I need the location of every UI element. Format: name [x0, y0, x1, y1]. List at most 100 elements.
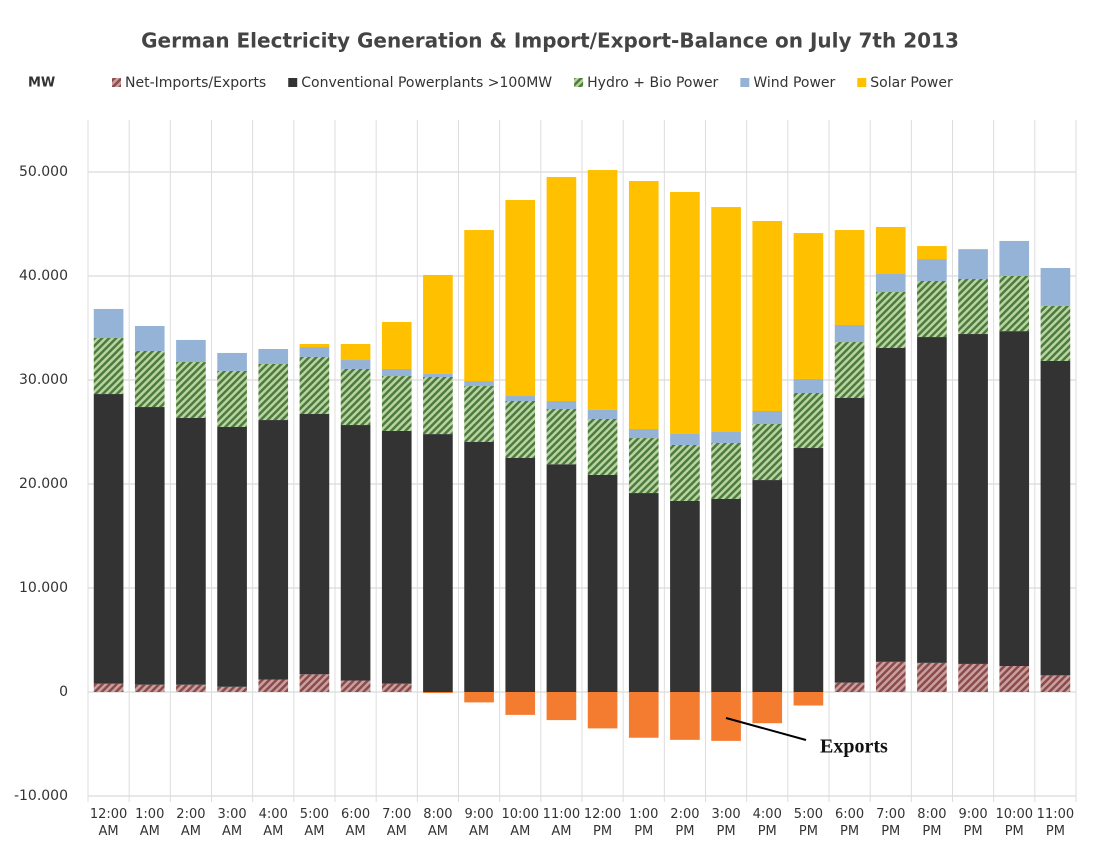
- x-tick-label: 12:00 AM: [89, 807, 128, 839]
- bar-segment: [587, 419, 618, 475]
- bar-segment: [917, 280, 947, 338]
- bar-segment: [464, 441, 494, 692]
- bar-segment: [958, 279, 988, 335]
- bar-segment: [958, 334, 988, 664]
- bar-segment: [505, 401, 536, 458]
- bar-segment: [875, 292, 906, 348]
- legend-swatch: [288, 78, 298, 87]
- bar-segment: [628, 181, 659, 429]
- x-tick-label: 11:00 AM: [542, 807, 581, 839]
- bar-segment: [258, 363, 289, 421]
- bar-segment: [176, 339, 206, 363]
- legend-swatch: [112, 78, 121, 87]
- bar-segment: [670, 692, 700, 740]
- bar-segment: [340, 368, 371, 426]
- bar-segment: [505, 458, 536, 692]
- chart-title: German Electricity Generation & Import/E…: [141, 29, 959, 53]
- bar-segment: [628, 493, 659, 692]
- x-tick-label: 1:00 PM: [629, 807, 659, 839]
- x-tick-label: 10:00 PM: [995, 807, 1033, 839]
- bar-segment: [752, 480, 783, 692]
- x-tick-label: 5:00 PM: [793, 807, 823, 839]
- bar-segment: [917, 246, 947, 260]
- bar-segment: [999, 276, 1030, 332]
- bar-segment: [917, 259, 947, 281]
- x-tick-label: 11:00 PM: [1036, 807, 1075, 839]
- bar-segment: [340, 360, 371, 369]
- bar-segment: [958, 248, 988, 250]
- bar-segment: [587, 692, 618, 729]
- bar-segment: [752, 220, 783, 411]
- bar-segment: [464, 386, 494, 442]
- bar-segment: [999, 666, 1030, 692]
- bar-segment: [505, 199, 536, 397]
- bar-segment: [423, 376, 453, 435]
- bar-segment: [793, 378, 824, 393]
- legend-label: Conventional Powerplants >100MW: [301, 75, 552, 91]
- bar-segment: [299, 674, 330, 692]
- legend-swatch: [857, 78, 867, 87]
- bar-segment: [464, 230, 494, 382]
- bar-segment: [93, 394, 124, 684]
- bar-segment: [381, 430, 412, 684]
- bar-segment: [505, 396, 536, 402]
- bar-segment: [340, 425, 371, 681]
- bar-segment: [834, 324, 865, 343]
- bar-segment: [340, 344, 371, 361]
- bar-segment: [258, 349, 289, 364]
- bar-segment: [752, 692, 783, 724]
- bar-segment: [423, 373, 453, 377]
- bar-segment: [217, 352, 247, 371]
- y-axis-label: MW: [28, 76, 55, 91]
- bar-segment: [628, 438, 659, 494]
- x-tick-label: 10:00 AM: [501, 807, 539, 839]
- legend-swatch: [574, 78, 584, 87]
- bar-segment: [1040, 305, 1071, 361]
- bar-segment: [752, 423, 783, 481]
- bar-segment: [505, 692, 536, 715]
- bar-segment: [793, 692, 824, 706]
- bar-segment: [340, 680, 371, 692]
- bar-segment: [546, 409, 577, 465]
- bar-segment: [93, 683, 124, 692]
- x-tick-label: 4:00 AM: [258, 807, 288, 839]
- bar-segment: [711, 443, 741, 499]
- x-tick-label: 12:00 PM: [583, 807, 622, 839]
- bar-segment: [834, 397, 865, 683]
- bar-segment: [711, 207, 741, 432]
- x-tick-label: 2:00 AM: [176, 807, 206, 839]
- bar-segment: [93, 337, 124, 395]
- x-tick-label: 5:00 AM: [299, 807, 329, 839]
- x-tick-label: 8:00 PM: [917, 807, 947, 839]
- x-tick-label: 2:00 PM: [670, 807, 700, 839]
- x-tick-label: 9:00 AM: [464, 807, 494, 839]
- bar-segment: [217, 686, 247, 692]
- bar-segment: [546, 401, 577, 410]
- bar-segment: [299, 347, 330, 358]
- x-tick-label: 1:00 AM: [135, 807, 165, 839]
- x-tick-label: 6:00 AM: [340, 807, 371, 839]
- bar-segment: [670, 445, 700, 501]
- bar-segment: [711, 498, 741, 692]
- bar-segment: [546, 692, 577, 721]
- bar-segment: [134, 350, 165, 408]
- bar-segment: [381, 321, 412, 369]
- bar-segment: [670, 191, 700, 434]
- bar-segment: [834, 230, 865, 325]
- bar-segment: [299, 357, 330, 415]
- legend-label: Wind Power: [753, 75, 835, 91]
- bar-segment: [875, 227, 906, 275]
- bar-segment: [176, 417, 206, 685]
- x-tick-label: 3:00 PM: [711, 807, 741, 839]
- y-tick-label: 30.000: [19, 372, 68, 388]
- y-tick-label: 50.000: [19, 164, 68, 180]
- bar-segment: [875, 661, 906, 692]
- bar-segment: [258, 420, 289, 680]
- bar-segment: [752, 410, 783, 424]
- bar-segment: [670, 500, 700, 692]
- bar-segment: [958, 663, 988, 692]
- bar-segment: [546, 176, 577, 402]
- bar-segment: [134, 684, 165, 692]
- bar-segment: [999, 331, 1030, 666]
- bar-segment: [176, 362, 206, 418]
